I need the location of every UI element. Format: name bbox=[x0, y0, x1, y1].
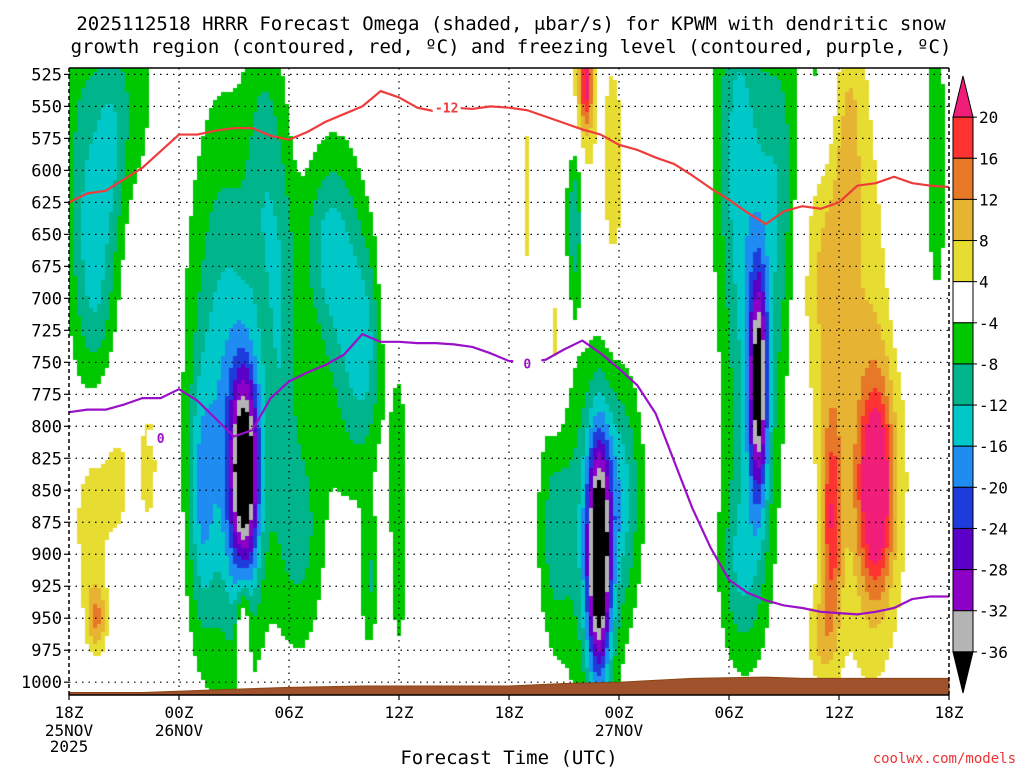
x-tick-label-7: 12Z bbox=[825, 703, 854, 722]
colorbar-label-2: -28 bbox=[979, 561, 1008, 580]
dgz-minus12-contour bbox=[68, 89, 950, 226]
x-tick-label-4: 18Z bbox=[495, 703, 524, 722]
date-label-2-0: 27NOV bbox=[595, 721, 644, 740]
y-tick-label-725: 725 bbox=[31, 321, 62, 341]
freezing-level-contour bbox=[68, 333, 949, 616]
x-tick-label-2: 06Z bbox=[275, 703, 304, 722]
colorbar-label-13: 20 bbox=[979, 108, 998, 127]
x-tick-label-3: 12Z bbox=[385, 703, 414, 722]
y-tick-label-800: 800 bbox=[31, 417, 62, 437]
y-tick-label-775: 775 bbox=[31, 385, 62, 405]
colorbar-swatch-1 bbox=[952, 610, 974, 653]
colorbar-swatch-5 bbox=[952, 445, 974, 488]
colorbar-swatch-10 bbox=[952, 240, 974, 283]
freezing-contour-label-1: 0 bbox=[157, 432, 165, 447]
colorbar-label-3: -24 bbox=[979, 519, 1008, 538]
y-tick-label-575: 575 bbox=[31, 129, 62, 149]
y-tick-label-700: 700 bbox=[31, 289, 62, 309]
date-label-1-0: 26NOV bbox=[155, 721, 204, 740]
colorbar-swatch-7 bbox=[952, 363, 974, 406]
colorbar-label-0: -36 bbox=[979, 643, 1008, 662]
colorbar-label-7: -8 bbox=[979, 355, 998, 374]
colorbar-label-5: -16 bbox=[979, 437, 1008, 456]
x-tick-label-0: 18Z bbox=[55, 703, 84, 722]
date-label-0-0: 25NOV bbox=[45, 721, 94, 740]
y-tick-label-675: 675 bbox=[31, 257, 62, 277]
y-tick-label-525: 525 bbox=[31, 65, 62, 85]
y-tick-label-925: 925 bbox=[31, 577, 62, 597]
colorbar-swatch-13 bbox=[952, 116, 974, 159]
colorbar-label-1: -32 bbox=[979, 602, 1008, 621]
freezing-contour-label-1-bg bbox=[146, 429, 175, 446]
colorbar-swatch-12 bbox=[952, 157, 974, 200]
y-tick-label-900: 900 bbox=[31, 545, 62, 565]
x-tick-label-6: 06Z bbox=[715, 703, 744, 722]
x-axis-label: Forecast Time (UTC) bbox=[400, 747, 617, 768]
colorbar-swatch-2 bbox=[952, 569, 974, 612]
freezing-contour-label-2: 0 bbox=[523, 358, 531, 373]
y-tick-label-600: 600 bbox=[31, 161, 62, 181]
colorbar-swatch-0 bbox=[952, 651, 974, 694]
x-tick-label-5: 00Z bbox=[605, 703, 634, 722]
colorbar-swatch-6 bbox=[952, 404, 974, 447]
dgz-contour-label: -12 bbox=[435, 102, 458, 117]
colorbar-label-10: 8 bbox=[979, 232, 989, 251]
date-label-0-1: 2025 bbox=[50, 737, 89, 756]
x-tick-label-1: 00Z bbox=[165, 703, 194, 722]
colorbar-swatch-8 bbox=[952, 322, 974, 365]
colorbar-swatch-3 bbox=[952, 527, 974, 571]
colorbar-label-12: 16 bbox=[979, 149, 998, 168]
watermark: coolwx.com/models bbox=[873, 751, 1016, 767]
x-tick-label-8: 18Z bbox=[935, 703, 964, 722]
y-tick-label-650: 650 bbox=[31, 225, 62, 245]
colorbar-swatch-4 bbox=[952, 486, 974, 529]
y-tick-label-975: 975 bbox=[31, 641, 62, 661]
y-tick-label-825: 825 bbox=[31, 449, 62, 469]
y-tick-label-550: 550 bbox=[31, 97, 62, 117]
y-tick-label-875: 875 bbox=[31, 513, 62, 533]
plot-area: -12 0 0 525 550 575 600 625 650 675 700 725 750 775 80… bbox=[21, 65, 964, 756]
y-tick-label-750: 750 bbox=[31, 353, 62, 373]
y-tick-label-625: 625 bbox=[31, 193, 62, 213]
terrain bbox=[68, 676, 950, 696]
dgz-contour-label-bg bbox=[432, 99, 461, 116]
y-tick-label-850: 850 bbox=[31, 481, 62, 501]
colorbar-label-8: -4 bbox=[979, 314, 998, 333]
colorbar-label-4: -20 bbox=[979, 478, 1008, 497]
colorbar-swatch-9 bbox=[952, 281, 974, 324]
colorbar-label-6: -12 bbox=[979, 396, 1008, 415]
chart-title-line1: 2025112518 HRRR Forecast Omega (shaded, … bbox=[76, 13, 946, 35]
colorbar-swatch-11 bbox=[952, 198, 974, 242]
chart-title-line2: growth region (contoured, red, ºC) and f… bbox=[71, 36, 952, 58]
freezing-contour-label-2-bg bbox=[513, 355, 542, 372]
y-tick-label-950: 950 bbox=[31, 609, 62, 629]
colorbar: -36 -32 -28 -24 -20 -16 -12 -8 -4 4 8 12 16 20 bbox=[952, 75, 1008, 694]
colorbar-label-11: 12 bbox=[979, 190, 998, 209]
colorbar-label-9: 4 bbox=[979, 273, 989, 292]
y-tick-label-1000: 1000 bbox=[21, 673, 62, 693]
